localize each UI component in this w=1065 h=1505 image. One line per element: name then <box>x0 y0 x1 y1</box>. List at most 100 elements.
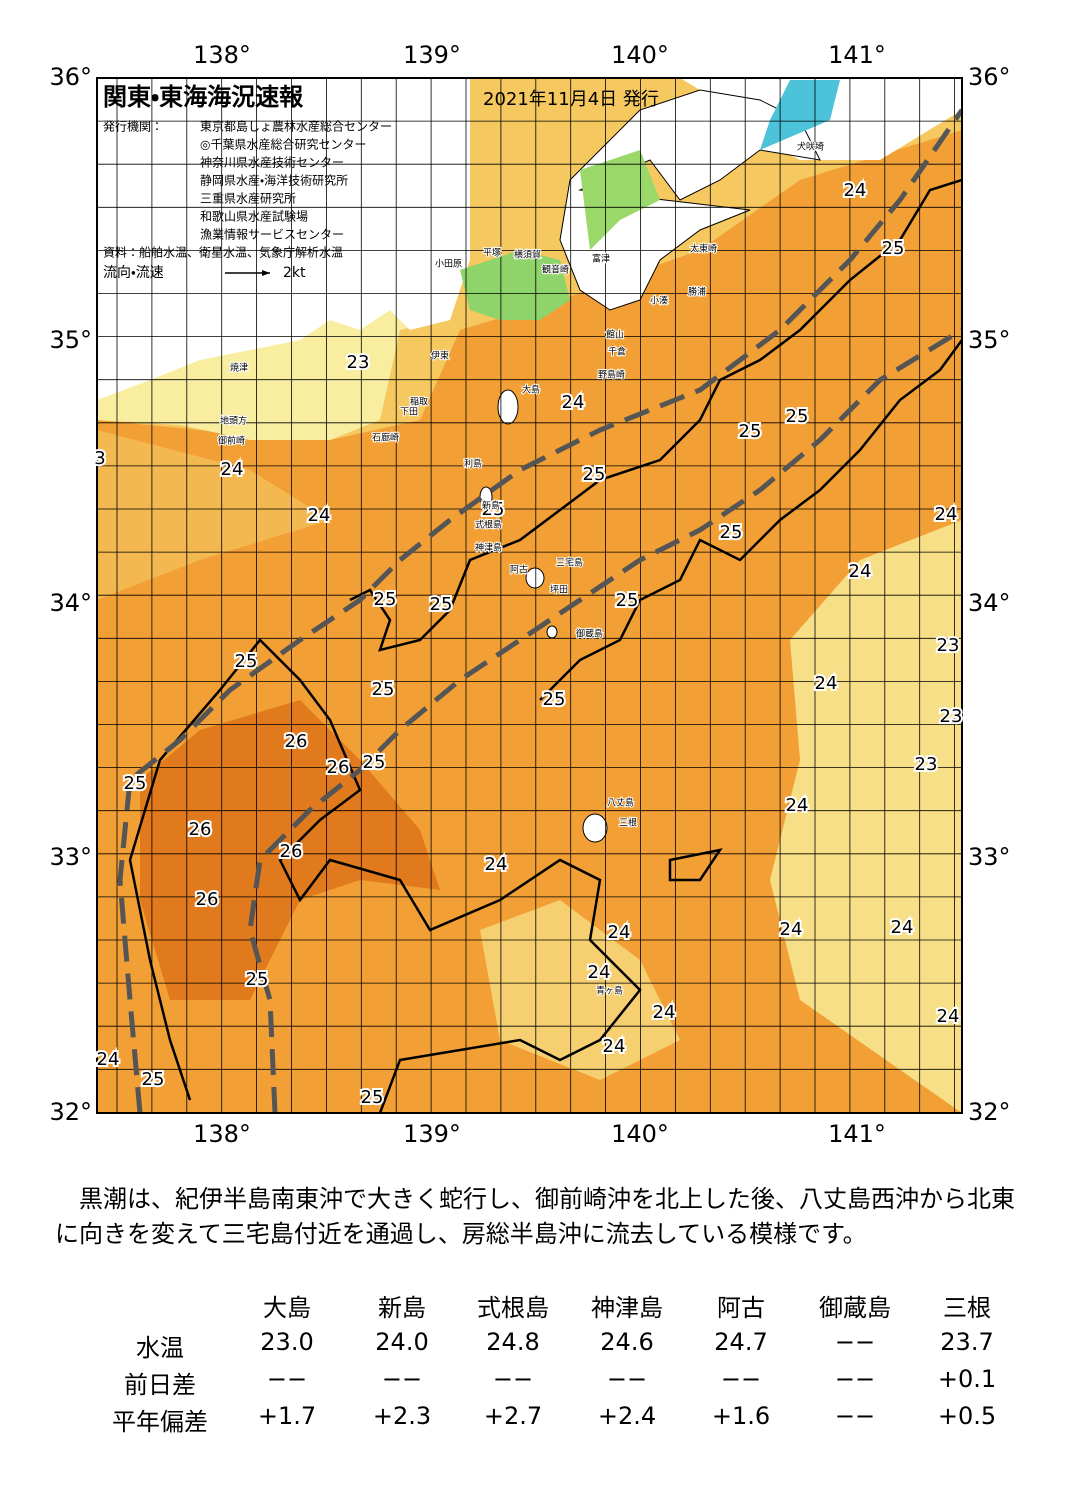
legend-arrow-head <box>262 270 270 276</box>
place-name: 勝浦 <box>688 286 706 298</box>
lat-label-left: 34° <box>49 589 92 617</box>
issue-date: 2021年11月4日 発行 <box>483 89 659 110</box>
island <box>525 567 545 589</box>
lat-label-right: 34° <box>968 589 1011 617</box>
place-name: 下田 <box>400 407 418 418</box>
place-name: 富津 <box>592 253 610 265</box>
place-name: 横須賀 <box>514 249 541 261</box>
temperature-label: 24 <box>891 917 914 938</box>
place-name: 八丈島 <box>607 797 634 809</box>
temperature-label: 24 <box>844 180 867 201</box>
lon-label-top: 140° <box>611 41 669 69</box>
temperature-label: 24 <box>935 504 958 525</box>
place-name: 三根 <box>619 817 637 829</box>
place-name: 坪田 <box>550 585 568 596</box>
temperature-label: 26 <box>327 757 350 778</box>
publisher-label: 発行機関： <box>103 120 163 134</box>
temperature-label: 24 <box>588 962 611 983</box>
place-name: 御蔵島 <box>576 628 603 640</box>
table-value: −− <box>266 1365 308 1393</box>
temperature-label: 23 <box>940 706 963 727</box>
place-name: 館山 <box>606 329 624 341</box>
temperature-label: 24 <box>308 505 331 526</box>
temperature-label: 26 <box>189 819 212 840</box>
temperature-label: 25 <box>235 651 258 672</box>
place-name: 平塚 <box>483 248 501 259</box>
table-value: +2.4 <box>597 1402 657 1430</box>
table-value: 24.6 <box>600 1328 654 1356</box>
column-header: 御蔵島 <box>819 1294 891 1322</box>
temperature-label: 23 <box>915 754 938 775</box>
temperature-label: 24 <box>603 1036 626 1057</box>
row-label: 平年偏差 <box>112 1408 208 1436</box>
place-name: 新島 <box>482 500 500 512</box>
cool-zone <box>770 520 962 1113</box>
place-name: 焼津 <box>230 363 248 374</box>
coastal-green <box>580 150 660 250</box>
place-name: 太東崎 <box>690 243 717 255</box>
temperature-label: 24 <box>97 1049 120 1070</box>
publisher: 東京都島しょ農林水産総合センター <box>200 119 392 134</box>
column-header: 新島 <box>378 1294 426 1322</box>
temperature-label: 24 <box>221 459 244 480</box>
lat-label-right: 36° <box>968 63 1011 91</box>
table-value: −− <box>606 1365 648 1393</box>
temperature-label: 25 <box>739 421 762 442</box>
publisher: 神奈川県水産技術センター <box>200 155 344 170</box>
temperature-label: 24 <box>485 854 508 875</box>
temperature-label: 24 <box>849 561 872 582</box>
place-name: 稲取 <box>410 396 428 408</box>
island <box>582 813 608 843</box>
temperature-label: 26 <box>196 889 219 910</box>
table-value: 24.0 <box>375 1328 429 1356</box>
place-name: 千倉 <box>608 347 626 358</box>
temperature-label: 25 <box>882 238 905 259</box>
place-name: 伊東 <box>431 350 449 362</box>
column-header: 阿古 <box>717 1294 765 1322</box>
land <box>470 78 962 160</box>
table-value: +0.1 <box>937 1365 997 1393</box>
land <box>97 78 470 400</box>
temperature-label: 23 <box>937 635 960 656</box>
island <box>497 389 519 425</box>
temperature-label: 24 <box>562 392 585 413</box>
table-value: +0.5 <box>937 1402 997 1430</box>
temperature-label: 26 <box>285 731 308 752</box>
temperature-label: 23 <box>347 352 370 373</box>
lon-label-bottom: 141° <box>828 1120 886 1148</box>
table-value: 23.0 <box>260 1328 314 1356</box>
table-value: 23.7 <box>940 1328 994 1356</box>
island <box>546 625 558 639</box>
temperature-label: 25 <box>246 969 269 990</box>
table-value: 24.7 <box>714 1328 768 1356</box>
column-header: 大島 <box>263 1294 311 1322</box>
column-header: 神津島 <box>591 1294 663 1322</box>
temperature-label: 24 <box>608 922 631 943</box>
temperature-label: 25 <box>361 1087 384 1108</box>
table-value: +2.3 <box>372 1402 432 1430</box>
temperature-label: 25 <box>543 689 566 710</box>
table-value: −− <box>834 1328 876 1356</box>
table-value: −− <box>834 1402 876 1430</box>
map-labels: 23 24 25 25 24 25 24 25 24 25 24 25 25 25 23 25 24 25 25 23… <box>92 140 964 1111</box>
place-name: 三宅島 <box>556 557 583 569</box>
lon-label-top: 139° <box>403 41 461 69</box>
map-title: 関東・東海海況速報 <box>103 83 304 111</box>
grid <box>97 78 962 1113</box>
place-name: 野島崎 <box>598 369 625 381</box>
temperature-label: 25 <box>583 464 606 485</box>
place-name: 利島 <box>464 458 482 470</box>
lon-label-top: 141° <box>828 41 886 69</box>
table-value: −− <box>492 1365 534 1393</box>
place-name: 式根島 <box>475 519 502 531</box>
row-label: 前日差 <box>124 1371 196 1399</box>
temperature-label: 24 <box>937 1006 960 1027</box>
land <box>559 89 821 311</box>
lat-label-right: 33° <box>968 843 1011 871</box>
lon-label-top: 138° <box>193 41 251 69</box>
publisher: ◎千葉県水産総合研究センター <box>200 137 366 152</box>
kuroshio-axis <box>117 108 962 1113</box>
column-header: 式根島 <box>477 1294 549 1322</box>
table-value: −− <box>720 1365 762 1393</box>
